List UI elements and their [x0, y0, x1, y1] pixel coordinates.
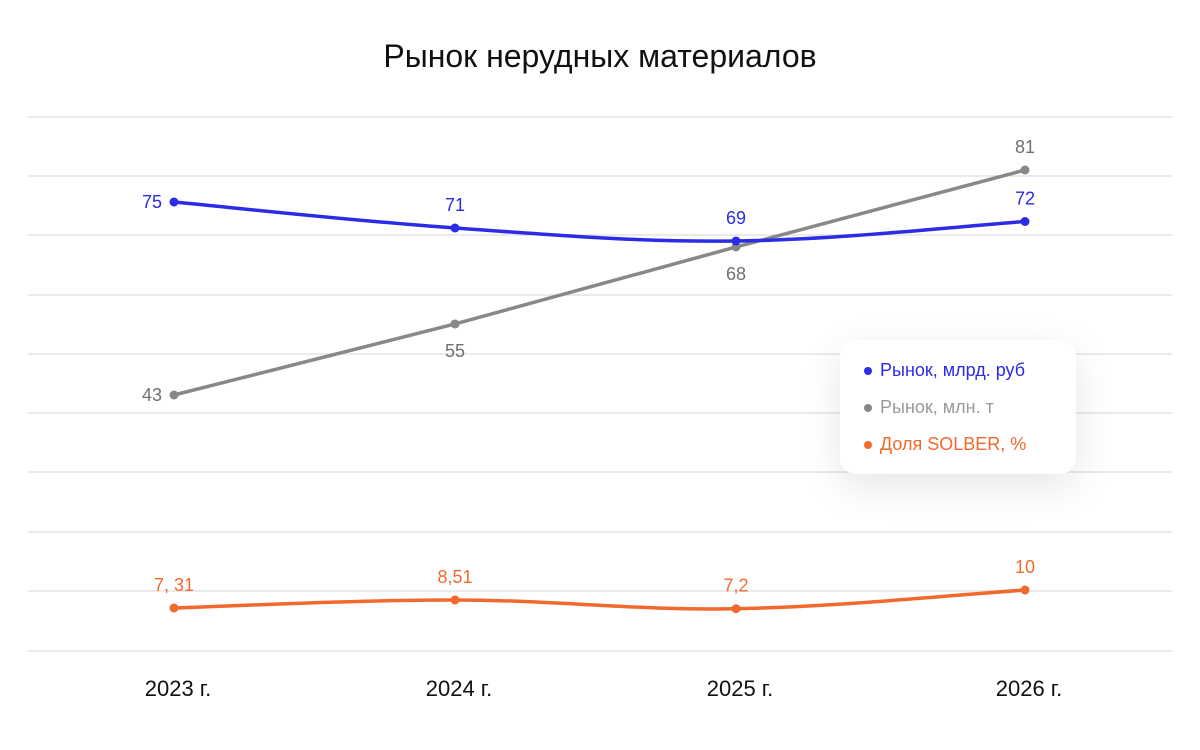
series-line-solber-share: [172, 588, 1027, 611]
legend-dot-icon: [864, 366, 872, 375]
data-label-market-rub: 69: [726, 208, 746, 228]
data-label-market-tons: 68: [726, 264, 746, 284]
data-label-market-rub: 71: [445, 195, 465, 215]
legend-dot-icon: [864, 440, 872, 449]
data-point-solber-share: [731, 604, 741, 614]
data-label-market-tons: 81: [1015, 137, 1035, 157]
x-tick-label: 2026 г.: [996, 676, 1063, 701]
data-label-market-tons: 43: [142, 385, 162, 405]
data-label-market-rub: 75: [142, 192, 162, 212]
legend-label: Рынок, млрд. руб: [880, 360, 1026, 380]
x-tick-label: 2025 г.: [707, 676, 774, 701]
x-tick-label: 2024 г.: [426, 676, 493, 701]
data-point-solber-share: [1020, 585, 1030, 595]
data-label-solber-share: 8,51: [437, 567, 472, 587]
legend-label: Доля SOLBER, %: [880, 434, 1027, 454]
legend: Рынок, млрд. руб Рынок, млн. т Доля SOLB…: [840, 340, 1076, 474]
data-point-solber-share: [169, 603, 179, 613]
data-point-market-tons: [450, 319, 460, 329]
data-point-market-rub: [169, 197, 179, 207]
data-label-solber-share: 7,2: [723, 576, 748, 596]
legend-dot-icon: [864, 403, 872, 412]
data-point-solber-share: [450, 595, 460, 605]
data-point-market-tons: [169, 390, 179, 400]
data-label-market-rub: 72: [1015, 189, 1035, 209]
data-labels: 43 55 68 81 75 71 69 72 7, 31 8,51 7,2 10: [142, 137, 1035, 596]
series-lines: [172, 168, 1027, 611]
data-label-market-tons: 55: [445, 341, 465, 361]
data-point-market-rub: [1020, 217, 1030, 226]
chart-title: Рынок нерудных материалов: [383, 38, 816, 74]
series-line-market-tons: [172, 168, 1027, 397]
series-points: [169, 165, 1030, 614]
data-point-market-tons: [1020, 165, 1030, 175]
x-tick-labels: 2023 г. 2024 г. 2025 г. 2026 г.: [145, 676, 1063, 701]
series-line-market-rub: [172, 200, 1027, 243]
legend-item-solber-share: Доля SOLBER, %: [864, 434, 1026, 455]
data-point-market-rub: [731, 236, 741, 246]
legend-label: Рынок, млн. т: [880, 397, 994, 417]
legend-item-market-tons: Рынок, млн. т: [864, 397, 994, 418]
legend-item-market-rub: Рынок, млрд. руб: [864, 360, 1025, 381]
data-point-market-rub: [450, 223, 460, 233]
data-label-solber-share: 7, 31: [154, 575, 194, 595]
data-label-solber-share: 10: [1015, 557, 1035, 577]
x-tick-label: 2023 г.: [145, 676, 212, 701]
